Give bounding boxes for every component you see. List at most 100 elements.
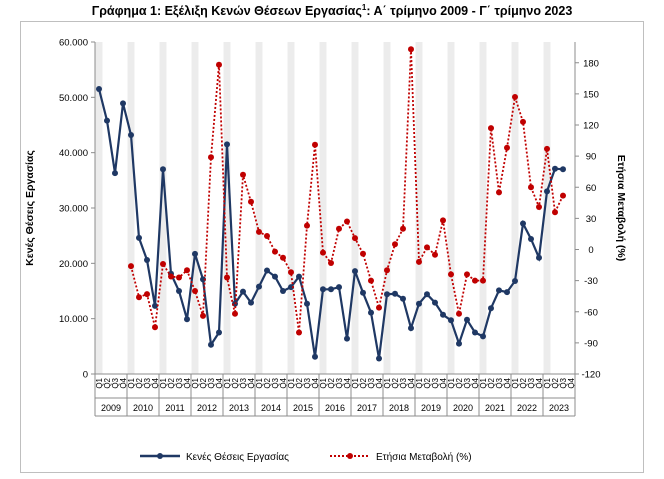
x-quarter-label: Q2 — [423, 377, 432, 388]
x-quarter-label: Q2 — [167, 377, 176, 388]
series-point-1 — [496, 189, 502, 196]
y2-tick-label: 120 — [583, 121, 599, 132]
x-quarter-label: Q3 — [527, 377, 536, 388]
series-point-1 — [552, 209, 558, 216]
x-quarter-label: Q1 — [511, 377, 520, 388]
x-quarter-label: Q3 — [335, 377, 344, 388]
series-point-0 — [208, 341, 214, 348]
x-quarter-label: Q1 — [319, 377, 328, 388]
series-point-0 — [296, 273, 302, 280]
y2-tick-label: 90 — [586, 152, 597, 163]
series-point-1 — [456, 310, 462, 317]
series-point-0 — [320, 286, 326, 293]
x-quarter-label: Q4 — [215, 377, 224, 388]
series-point-1 — [256, 228, 262, 235]
x-quarter-label: Q4 — [567, 377, 576, 388]
y-axis-left-ticks: 0 10.000 20.000 30.000 40.000 50.000 60.000 — [59, 38, 95, 381]
series-point-1 — [352, 235, 358, 242]
y-tick-label: 0 — [83, 370, 88, 381]
y-tick-label: 20.000 — [59, 259, 88, 270]
series-point-0 — [312, 353, 318, 360]
series-point-1 — [184, 267, 190, 274]
series-point-0 — [192, 250, 198, 257]
x-quarter-label: Q4 — [279, 377, 288, 388]
series-point-1 — [400, 225, 406, 232]
series-point-1 — [440, 217, 446, 224]
grid-band — [479, 42, 487, 374]
series-point-1 — [224, 274, 230, 281]
legend-marker-vacancies — [157, 453, 163, 459]
x-year-label: 2023 — [549, 403, 569, 413]
chart-frame — [20, 21, 644, 473]
series-point-0 — [264, 267, 270, 274]
series-point-1 — [408, 46, 414, 53]
series-point-0 — [464, 316, 470, 323]
y-tick-label: 10.000 — [59, 314, 88, 325]
x-axis-year-labels: 2009 2010 2011 2012 2013 2014 2015 2016 2017 2018… — [94, 374, 576, 417]
series-point-0 — [360, 289, 366, 296]
grid-band — [127, 42, 135, 374]
series-point-0 — [160, 166, 166, 173]
series-point-0 — [560, 166, 566, 173]
series-point-0 — [96, 86, 102, 92]
series-point-1 — [312, 141, 318, 148]
x-quarter-label: Q3 — [367, 377, 376, 388]
series-point-0 — [504, 289, 510, 296]
series-point-1 — [560, 192, 566, 199]
x-quarter-label: Q1 — [479, 377, 488, 388]
series-point-0 — [368, 309, 374, 316]
x-quarter-label: Q4 — [247, 377, 256, 388]
grid-band — [159, 42, 167, 374]
y-axis-right-title: Ετήσια Μεταβολή (%) — [615, 155, 627, 261]
series-point-0 — [352, 268, 358, 275]
series-point-0 — [248, 299, 254, 306]
x-quarter-label: Q3 — [463, 377, 472, 388]
x-quarter-label: Q4 — [343, 377, 352, 388]
series-point-0 — [416, 300, 422, 307]
series-point-0 — [536, 254, 542, 261]
x-quarter-label: Q3 — [143, 377, 152, 388]
x-quarter-label: Q2 — [327, 377, 336, 388]
series-point-0 — [240, 288, 246, 295]
series-point-1 — [528, 184, 534, 191]
series-point-1 — [296, 329, 302, 336]
legend-label-vacancies: Κενές Θέσεις Εργασίας — [186, 451, 289, 463]
series-point-0 — [184, 316, 190, 323]
x-year-label: 2021 — [485, 403, 505, 413]
y-tick-label: 50.000 — [59, 93, 88, 104]
grid-band — [255, 42, 263, 374]
x-year-label: 2009 — [101, 403, 121, 413]
x-year-label: 2018 — [389, 403, 409, 413]
x-quarter-label: Q1 — [447, 377, 456, 388]
series-point-0 — [432, 299, 438, 306]
series-point-1 — [304, 222, 310, 229]
x-year-label: 2016 — [325, 403, 345, 413]
x-quarter-label: Q3 — [495, 377, 504, 388]
series-point-1 — [448, 271, 454, 278]
x-quarter-label: Q2 — [199, 377, 208, 388]
series-point-0 — [496, 287, 502, 294]
x-quarter-label: Q1 — [159, 377, 168, 388]
x-quarter-label: Q2 — [135, 377, 144, 388]
x-quarter-label: Q4 — [503, 377, 512, 388]
series-point-1 — [128, 263, 134, 270]
x-year-label: 2022 — [517, 403, 537, 413]
legend-label-annual-change: Ετήσια Μεταβολή (%) — [376, 451, 472, 463]
x-year-label: 2013 — [229, 403, 249, 413]
x-quarter-label: Q4 — [119, 377, 128, 388]
series-point-0 — [408, 325, 414, 332]
y-axis-left-title: Κενές Θέσεις Εργασίας — [24, 150, 36, 266]
x-year-label: 2012 — [197, 403, 217, 413]
grid-band — [543, 42, 551, 374]
series-point-1 — [392, 241, 398, 248]
series-point-1 — [536, 204, 542, 210]
series-point-0 — [544, 188, 550, 195]
series-point-1 — [432, 251, 438, 258]
x-quarter-label: Q4 — [375, 377, 384, 388]
y2-tick-label: 180 — [583, 58, 599, 69]
series-point-0 — [440, 311, 446, 318]
x-quarter-label: Q1 — [287, 377, 296, 388]
x-quarter-label: Q3 — [271, 377, 280, 388]
